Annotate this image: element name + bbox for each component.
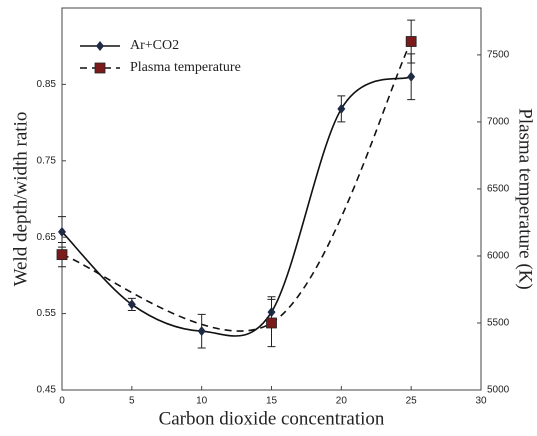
series-line (61, 41, 412, 332)
data-point (58, 226, 66, 237)
data-point (337, 103, 346, 114)
x-tick-label: 5 (129, 396, 135, 407)
data-point (56, 249, 68, 261)
y-axis-title: Weld depth/width ratio (10, 112, 31, 287)
series-line (61, 76, 412, 337)
y2-axis-title: Plasma temperature (K) (515, 108, 536, 289)
legend-marker (94, 62, 106, 74)
x-tick-label: 25 (406, 396, 418, 407)
legend-label: Plasma temperature (130, 60, 241, 75)
y-tick-label: 0.85 (37, 79, 57, 90)
x-axis-title: Carbon dioxide concentration (159, 408, 385, 429)
y2-tick-label: 7500 (487, 50, 510, 61)
y2-tick-label: 6500 (487, 184, 510, 195)
data-point (266, 317, 277, 329)
x-tick-label: 0 (59, 396, 65, 407)
y2-tick-label: 5000 (487, 385, 510, 396)
y-tick-label: 0.55 (37, 308, 57, 319)
data-point (197, 326, 206, 337)
y-tick-label: 0.75 (37, 155, 57, 166)
y2-tick-label: 6000 (487, 251, 510, 262)
data-point (407, 71, 416, 82)
x-tick-label: 20 (336, 396, 348, 407)
data-point (127, 299, 136, 310)
x-tick-label: 30 (475, 396, 487, 407)
data-point (405, 36, 417, 47)
legend-marker (96, 41, 104, 51)
legend-label: Ar+CO2 (130, 38, 179, 53)
y2-tick-label: 7000 (487, 117, 510, 128)
y-tick-label: 0.65 (37, 232, 57, 243)
y-tick-label: 0.45 (37, 385, 57, 396)
x-tick-label: 15 (266, 396, 278, 407)
x-tick-label: 10 (196, 396, 208, 407)
y2-tick-label: 5500 (487, 318, 510, 329)
